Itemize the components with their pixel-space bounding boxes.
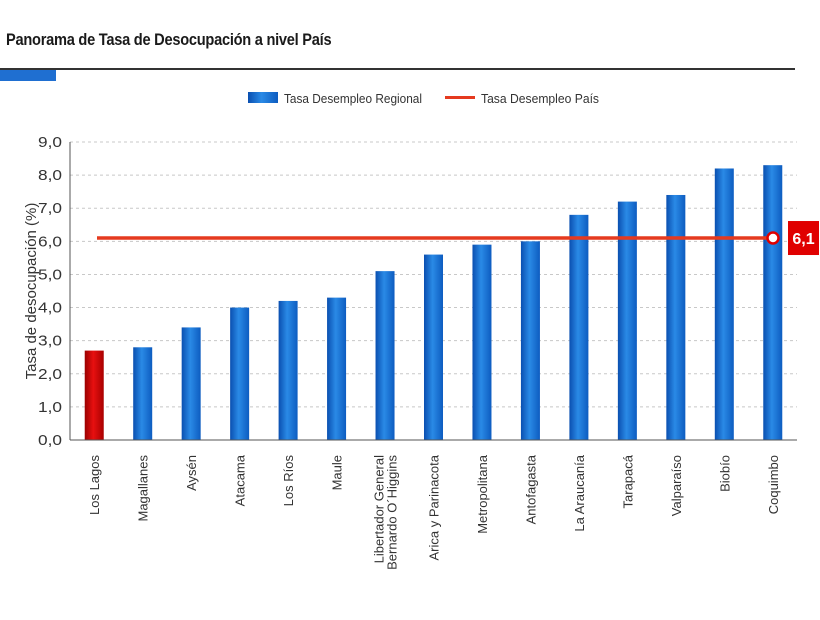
x-tick-label: Maule bbox=[330, 455, 345, 490]
bar bbox=[617, 201, 637, 440]
y-tick-label: 9,0 bbox=[38, 134, 62, 151]
y-tick-label: 0,0 bbox=[38, 432, 62, 449]
y-tick-label: 3,0 bbox=[38, 333, 62, 350]
y-tick-label: 7,0 bbox=[38, 200, 62, 217]
bar bbox=[84, 350, 104, 440]
x-tick-label-line: Bernardo O´Higgins bbox=[385, 455, 400, 570]
title-divider bbox=[0, 68, 795, 70]
bar bbox=[230, 307, 250, 440]
bar bbox=[181, 327, 201, 440]
y-axis-title: Tasa de desocupación (%) bbox=[23, 203, 40, 380]
y-tick-label: 8,0 bbox=[38, 167, 62, 184]
x-tick-label-line: Antofagasta bbox=[523, 454, 538, 524]
x-tick-label: Los Ríos bbox=[281, 455, 296, 507]
x-tick-label-line: Biobío bbox=[717, 455, 732, 492]
legend-label-regional: Tasa Desempleo Regional bbox=[284, 91, 422, 106]
page-title: Panorama de Tasa de Desocupación a nivel… bbox=[6, 30, 332, 49]
x-tick-label-line: Valparaíso bbox=[669, 455, 684, 516]
legend-swatch-regional bbox=[248, 92, 278, 103]
x-tick-label: Magallanes bbox=[136, 455, 151, 522]
y-tick-label: 2,0 bbox=[38, 366, 62, 383]
bar bbox=[133, 347, 153, 440]
bar bbox=[520, 241, 540, 440]
x-tick-label-line: Aysén bbox=[184, 455, 199, 491]
national-rate-reference: 6,1 bbox=[97, 221, 819, 256]
x-tick-label: La Araucanía bbox=[572, 454, 587, 531]
national-rate-value: 6,1 bbox=[792, 231, 814, 248]
x-tick-label: Metropolitana bbox=[475, 454, 490, 534]
x-tick-label-line: Los Lagos bbox=[87, 455, 102, 515]
x-tick-label-line: Metropolitana bbox=[475, 454, 490, 534]
bar bbox=[569, 214, 589, 440]
x-axis-category-labels: Los Lagos Magallanes Aysén Atacama Los Ríos M… bbox=[87, 454, 781, 570]
y-tick-label: 5,0 bbox=[38, 266, 62, 283]
x-tick-label: Coquimbo bbox=[766, 455, 781, 514]
bar bbox=[472, 244, 492, 440]
x-tick-label: Aysén bbox=[184, 455, 199, 491]
national-rate-callout bbox=[788, 221, 819, 256]
bar bbox=[327, 297, 347, 440]
x-tick-label-line: Atacama bbox=[233, 454, 248, 506]
x-tick-label: Antofagasta bbox=[523, 454, 538, 524]
x-tick-label: Arica y Parinacota bbox=[427, 454, 442, 560]
x-tick-label-line: Maule bbox=[330, 455, 345, 490]
bar bbox=[666, 194, 686, 440]
x-tick-label-line: Coquimbo bbox=[766, 455, 781, 514]
x-tick-label-line: Libertador General bbox=[372, 455, 387, 564]
legend-label-national: Tasa Desempleo País bbox=[481, 91, 599, 106]
x-tick-label-line: Magallanes bbox=[136, 455, 151, 522]
x-tick-label-line: Tarapacá bbox=[620, 454, 635, 508]
x-tick-label: Los Lagos bbox=[87, 455, 102, 515]
x-tick-label: Valparaíso bbox=[669, 455, 684, 516]
bar bbox=[763, 165, 783, 440]
y-tick-label: 4,0 bbox=[38, 300, 62, 317]
chart-legend: Tasa Desempleo Regional Tasa Desempleo P… bbox=[248, 91, 599, 106]
x-tick-label: Atacama bbox=[233, 454, 248, 506]
x-tick-label: Tarapacá bbox=[620, 454, 635, 508]
y-axis-tick-labels: 0,0 1,0 2,0 3,0 4,0 5,0 6,0 7,0 8,0 9,0 bbox=[38, 134, 62, 449]
national-rate-marker bbox=[766, 231, 780, 245]
x-tick-label: Biobío bbox=[717, 455, 732, 492]
bar bbox=[424, 254, 443, 440]
bar bbox=[375, 271, 395, 440]
y-tick-label: 1,0 bbox=[38, 399, 62, 416]
title-accent-bar bbox=[0, 70, 56, 81]
y-tick-label: 6,0 bbox=[38, 233, 62, 250]
x-tick-label-line: La Araucanía bbox=[572, 454, 587, 531]
x-tick-label-line: Los Ríos bbox=[281, 455, 296, 507]
x-tick-label-line: Arica y Parinacota bbox=[427, 454, 442, 560]
bar bbox=[714, 168, 734, 440]
bar bbox=[278, 300, 298, 440]
bars bbox=[84, 165, 783, 440]
